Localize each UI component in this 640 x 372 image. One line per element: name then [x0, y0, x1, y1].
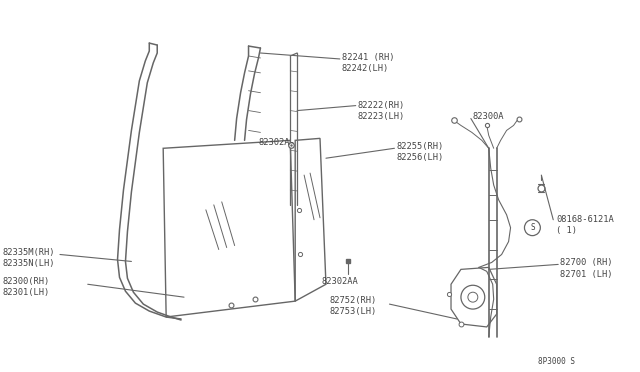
Text: 82255(RH)
82256(LH): 82255(RH) 82256(LH)	[396, 142, 444, 163]
Text: 82335M(RH)
82335N(LH): 82335M(RH) 82335N(LH)	[3, 247, 55, 267]
Text: 82302A-: 82302A-	[259, 138, 295, 147]
Text: S: S	[530, 223, 534, 232]
Text: 82300(RH)
82301(LH): 82300(RH) 82301(LH)	[3, 277, 50, 297]
Text: 82241 (RH)
82242(LH): 82241 (RH) 82242(LH)	[342, 53, 394, 73]
Text: 82752(RH)
82753(LH): 82752(RH) 82753(LH)	[330, 296, 377, 316]
Text: 82300A: 82300A	[473, 112, 504, 121]
Text: 8P3000 S: 8P3000 S	[538, 357, 575, 366]
Text: 82302AA: 82302AA	[322, 277, 359, 286]
Text: 08168-6121A
( 1): 08168-6121A ( 1)	[556, 215, 614, 235]
Text: 82700 (RH)
82701 (LH): 82700 (RH) 82701 (LH)	[560, 259, 612, 279]
Text: 82222(RH)
82223(LH): 82222(RH) 82223(LH)	[358, 101, 405, 121]
